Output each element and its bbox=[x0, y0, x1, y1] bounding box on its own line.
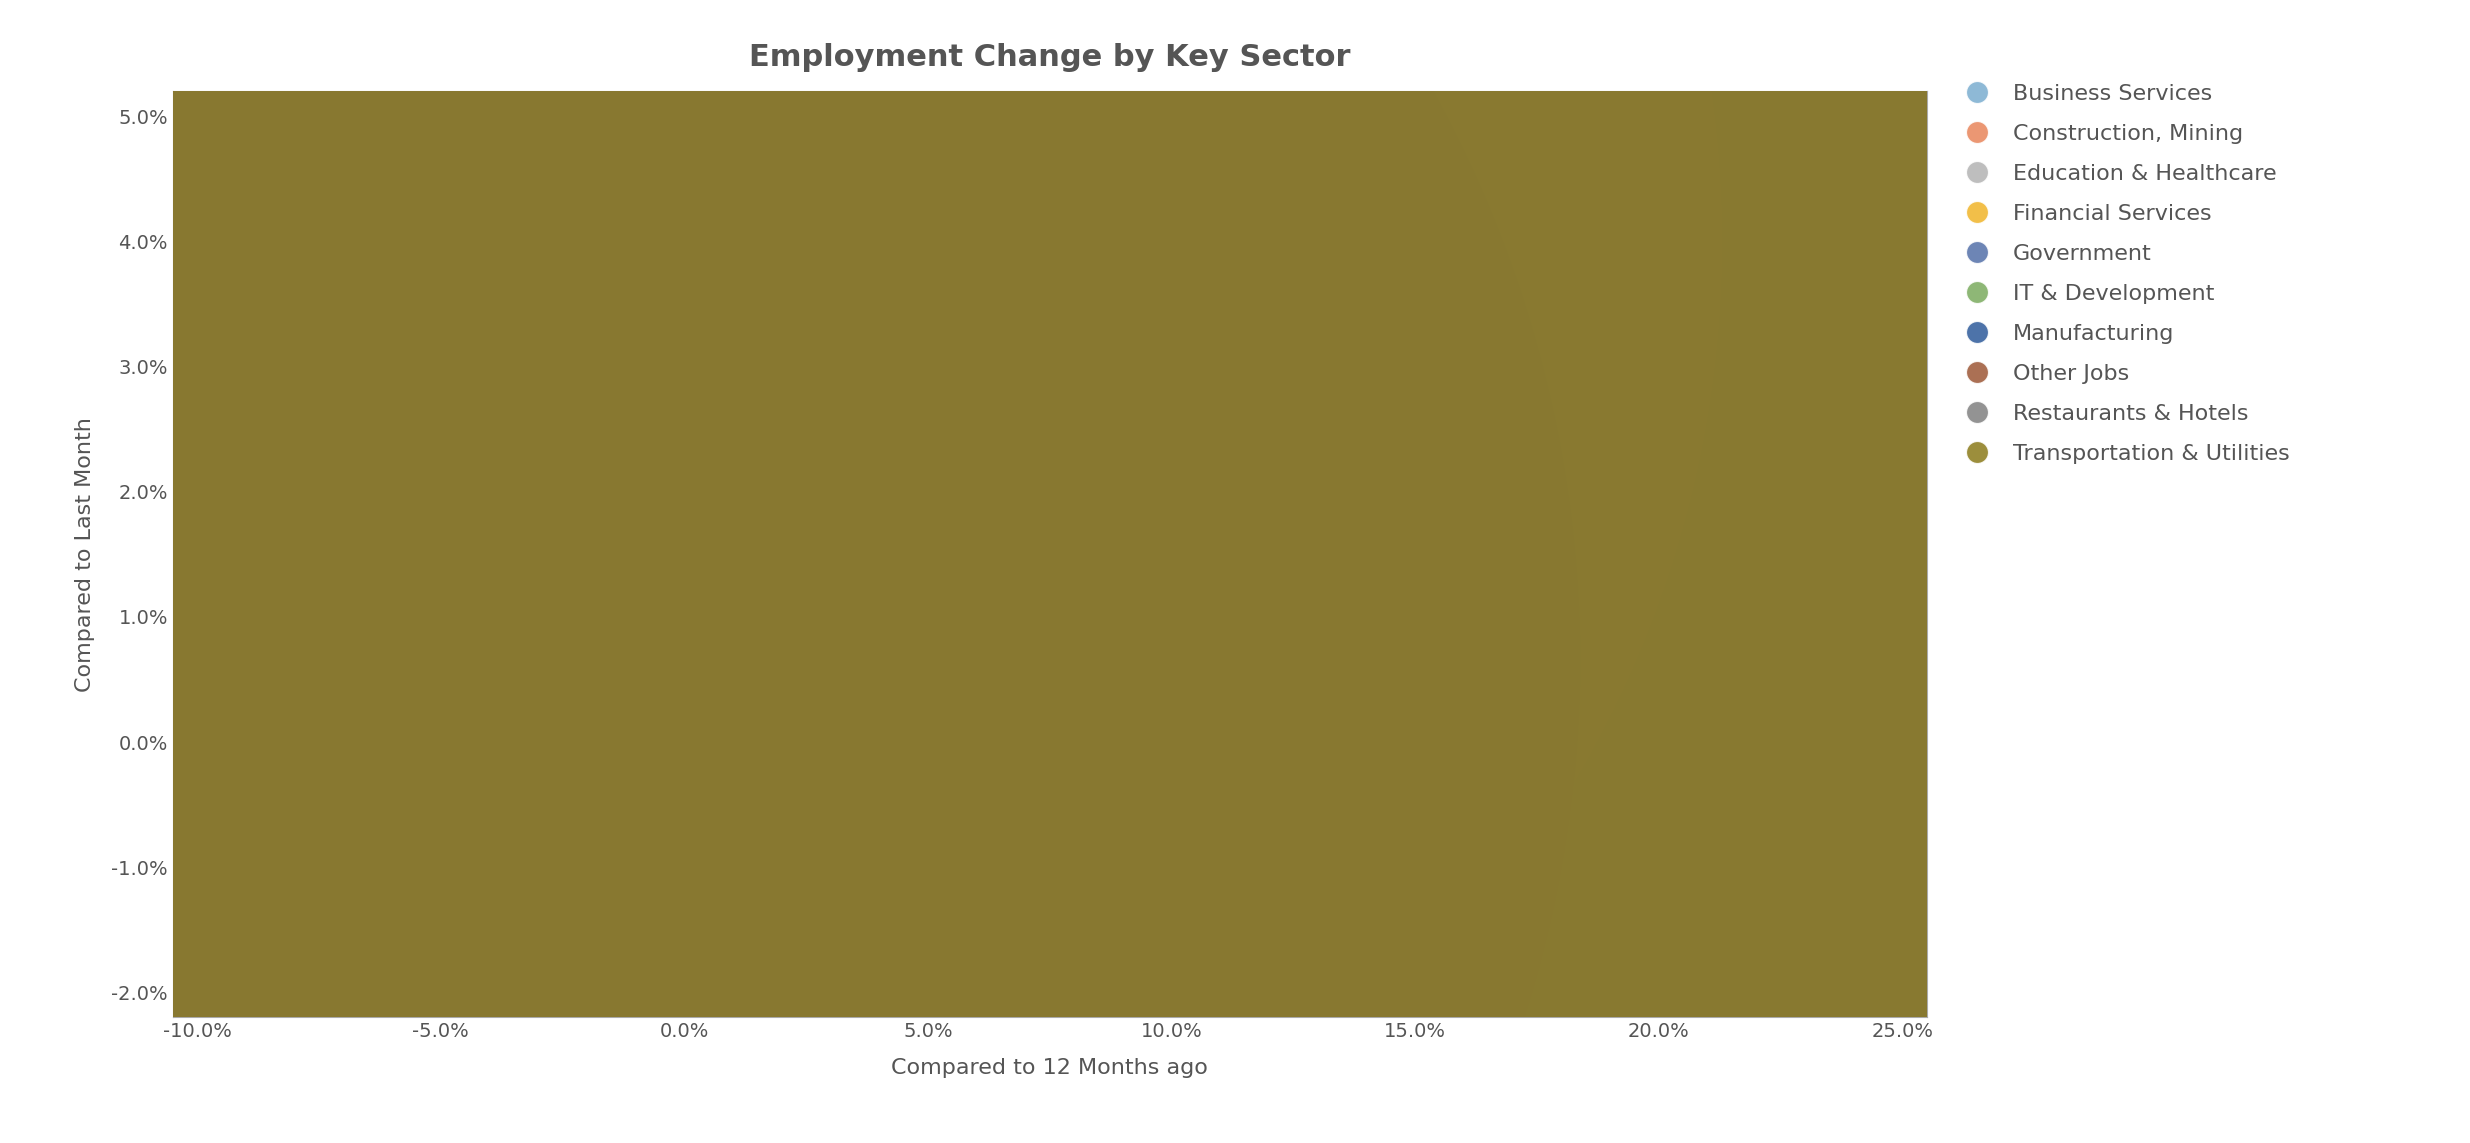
Point bbox=[600, 457, 640, 475]
X-axis label: Compared to 12 Months ago: Compared to 12 Months ago bbox=[892, 1057, 1208, 1078]
Point bbox=[412, 745, 452, 764]
Point bbox=[558, 596, 598, 614]
Title: Employment Change by Key Sector: Employment Change by Key Sector bbox=[748, 43, 1351, 72]
Legend: Business Services, Construction, Mining, Education & Healthcare, Financial Servi: Business Services, Construction, Mining,… bbox=[1956, 85, 2290, 464]
Point bbox=[615, 639, 655, 657]
Point bbox=[383, 652, 422, 670]
Point bbox=[714, 814, 753, 832]
Y-axis label: Compared to Last Month: Compared to Last Month bbox=[74, 417, 94, 692]
Point bbox=[640, 232, 679, 250]
Point bbox=[504, 720, 543, 738]
Point bbox=[1591, 502, 1630, 520]
Point bbox=[860, 539, 899, 558]
